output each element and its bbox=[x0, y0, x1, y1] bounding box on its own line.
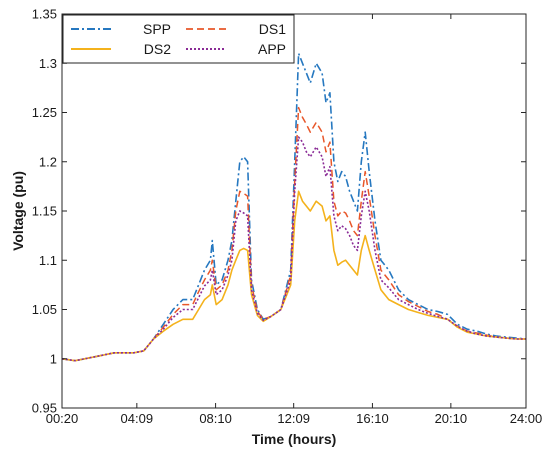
series-line-ds2 bbox=[61, 190, 526, 362]
y-tick-label: 1 bbox=[50, 351, 57, 366]
y-tick-label: 0.95 bbox=[32, 401, 57, 416]
x-tick-label: 08:10 bbox=[199, 411, 232, 426]
tick-layer: 00:20 04:09 08:10 12:09 16:10 20:10 24:00 0.95 1… bbox=[32, 7, 543, 427]
y-tick-label: 1.05 bbox=[32, 302, 57, 317]
x-tick-label: 20:10 bbox=[435, 411, 468, 426]
legend-label-ds2: DS2 bbox=[144, 41, 171, 57]
series-line-app bbox=[61, 136, 526, 362]
y-tick-label: 1.35 bbox=[32, 7, 57, 22]
x-tick-label: 12:09 bbox=[277, 411, 310, 426]
legend-label-app: APP bbox=[258, 41, 286, 57]
y-tick-label: 1.1 bbox=[39, 253, 57, 268]
x-tick-label: 04:09 bbox=[121, 411, 154, 426]
x-tick-label: 16:10 bbox=[356, 411, 389, 426]
y-tick-label: 1.15 bbox=[32, 204, 57, 219]
x-axis-title: Time (hours) bbox=[252, 431, 337, 447]
series-line-spp bbox=[61, 52, 527, 362]
legend: SPP DS1 DS2 APP bbox=[62, 14, 295, 64]
y-tick-label: 1.2 bbox=[39, 154, 57, 169]
y-tick-label: 1.25 bbox=[32, 105, 57, 120]
x-tick-label: 00:20 bbox=[46, 411, 79, 426]
y-tick-label: 1.3 bbox=[39, 56, 57, 71]
series-layer bbox=[61, 52, 527, 362]
y-axis-title: Voltage (pu) bbox=[10, 171, 26, 251]
legend-box bbox=[62, 14, 295, 64]
legend-label-ds1: DS1 bbox=[259, 21, 286, 37]
x-tick-label: 24:00 bbox=[510, 411, 543, 426]
legend-label-spp: SPP bbox=[143, 21, 171, 37]
